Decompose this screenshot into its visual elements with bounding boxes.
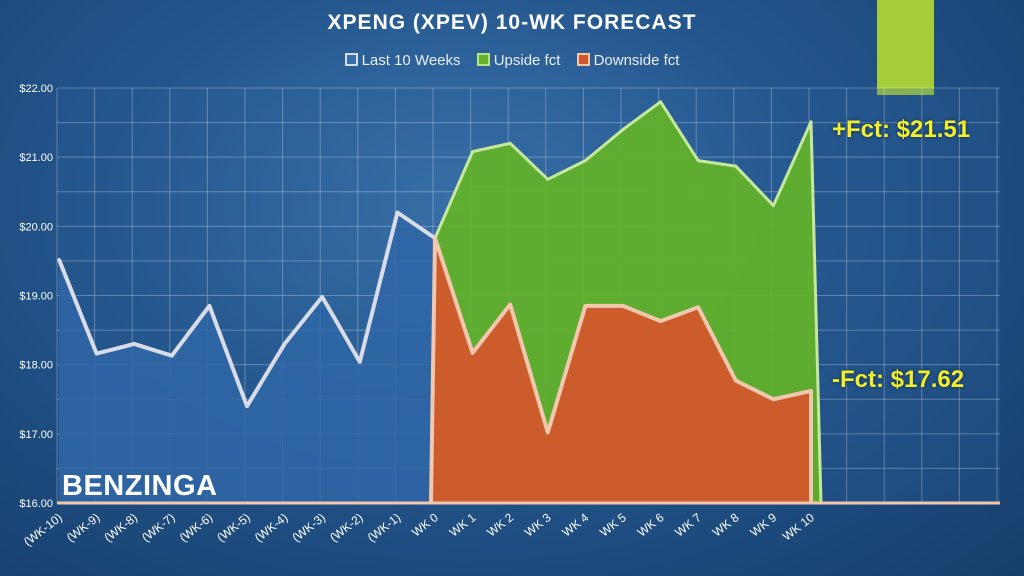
x-tick-label: WK 8 [710,510,742,539]
data-point-upside [583,159,587,163]
data-point-downside [583,304,587,308]
x-tick-label: WK 10 [780,510,817,543]
x-tick-label: (WK-9) [64,510,103,544]
legend-label-downside: Downside fct [593,52,680,69]
x-tick-label: (WK-6) [177,510,216,544]
benzinga-logo: BENZINGA [62,470,218,502]
x-tick-label: WK 0 [409,510,441,539]
upside-forecast-label: +Fct: $21.51 [832,116,971,143]
x-tick-label: (WK-5) [214,510,253,544]
data-point-downside [696,305,700,309]
legend-item-downside: Downside fct [576,52,680,69]
x-tick-label: (WK-8) [101,510,140,544]
x-tick-label: (WK-3) [289,510,328,544]
legend: Last 10 Weeks Upside fct Downside fct [0,52,1024,69]
data-point-upside [471,150,475,154]
x-tick-label: WK 9 [748,510,780,539]
data-point-history [170,354,174,358]
x-tick-label: WK 7 [672,510,704,539]
data-point-downside [546,430,550,434]
data-point-history [283,342,287,346]
y-tick-label: $20.00 [19,221,53,233]
accent-rectangle [877,0,934,95]
x-tick-label: (WK-10) [21,510,65,549]
upside-line [433,100,823,504]
data-point-history [358,360,362,364]
x-tick-label: WK 5 [597,510,629,539]
y-tick-label: $22.00 [19,83,53,95]
data-point-upside [696,159,700,163]
downside-forecast-label: -Fct: $17.62 [832,366,965,393]
data-point-history [320,295,324,299]
x-tick-label: (WK-1) [365,510,404,544]
legend-swatch-history [344,53,358,66]
data-point-upside [734,164,738,168]
data-point-downside [734,379,738,383]
data-point-upside [659,100,663,104]
data-point-upside [621,128,625,131]
data-point-upside [809,120,813,124]
x-tick-label: (WK-7) [139,510,178,544]
chart-title: XPENG (XPEV) 10-WK FORECAST [327,11,697,34]
downside-area [431,238,811,503]
legend-swatch-downside [576,53,590,66]
data-point-downside [508,302,512,306]
y-tick-label: $17.00 [19,429,53,441]
x-tick-label: WK 4 [560,510,592,539]
data-point-history [132,342,136,346]
y-tick-label: $18.00 [19,360,53,372]
x-tick-label: WK 3 [522,510,554,539]
legend-label-upside: Upside fct [493,52,561,69]
legend-item-upside: Upside fct [476,52,561,69]
data-point-upside [508,141,512,145]
data-point-downside [471,351,475,355]
x-tick-label: WK 2 [484,510,516,539]
legend-item-history: Last 10 Weeks [344,52,461,69]
data-point-downside [621,304,625,308]
history-area [59,212,435,503]
data-point-history [245,404,249,408]
x-tick-label: WK 1 [447,510,479,539]
data-point-downside [809,389,813,393]
y-tick-label: $16.00 [19,498,53,510]
data-point-history [95,352,99,356]
data-point-history [395,211,399,214]
x-tick-label: (WK-4) [252,510,291,544]
data-point-downside [659,319,663,323]
data-point-downside [771,397,775,401]
data-point-upside [546,177,550,181]
data-point-history [207,304,211,308]
data-point-upside [771,204,775,208]
y-tick-label: $19.00 [19,291,53,303]
data-point-history [57,258,61,262]
y-tick-label: $21.00 [19,152,53,164]
legend-swatch-upside [476,53,490,66]
x-tick-label: WK 6 [635,510,667,539]
legend-label-history: Last 10 Weeks [361,52,461,69]
data-point-downside [433,236,437,240]
x-tick-label: (WK-2) [327,510,366,544]
